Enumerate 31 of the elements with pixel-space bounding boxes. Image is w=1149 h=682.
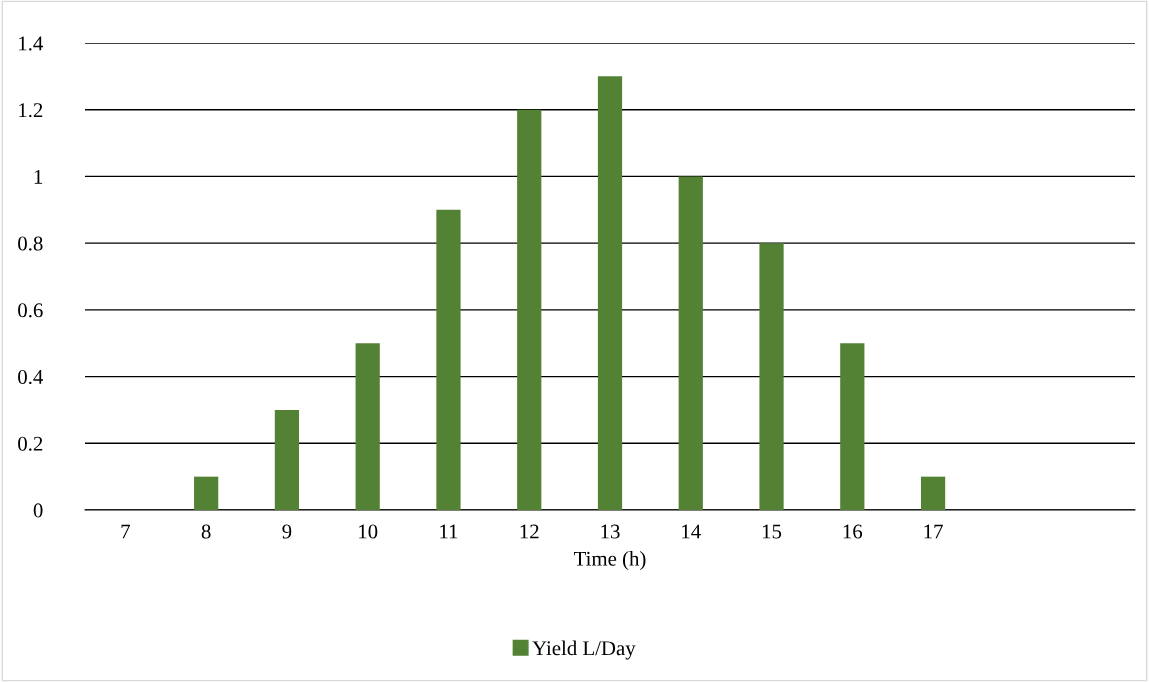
bar — [194, 476, 219, 510]
x-tick-label: 12 — [520, 524, 539, 539]
x-axis-title: Time (h) — [574, 551, 646, 571]
y-tick-label: 0 — [33, 503, 43, 518]
y-tick-label: 0.2 — [18, 436, 43, 451]
x-tick-label: 16 — [843, 524, 863, 539]
bar — [840, 343, 865, 510]
bar — [355, 343, 380, 510]
x-tick-label: 17 — [924, 524, 943, 539]
y-tick-label: 0.4 — [18, 369, 44, 385]
bar — [678, 176, 703, 510]
bar — [759, 243, 784, 510]
y-tick-label: 0.8 — [18, 236, 43, 251]
y-tick-label: 1.4 — [19, 36, 44, 51]
y-tick-label: 1 — [34, 169, 43, 184]
legend-label: Yield L/Day — [532, 640, 636, 660]
x-tick-label: 14 — [682, 524, 701, 539]
x-tick-label: 15 — [762, 524, 782, 539]
y-tick-label: 0.6 — [18, 303, 43, 318]
bar — [597, 76, 623, 510]
bar — [517, 109, 542, 510]
bar — [274, 409, 300, 510]
y-tick-label: 1.2 — [19, 103, 43, 118]
bar — [920, 476, 946, 510]
bar — [436, 209, 461, 510]
x-tick-label: 11 — [440, 524, 458, 539]
x-tick-label: 9 — [282, 524, 292, 539]
x-tick-label: 10 — [359, 524, 378, 539]
x-tick-label: 13 — [601, 524, 620, 539]
x-tick-label: 8 — [201, 524, 211, 539]
x-tick-label: 7 — [121, 524, 130, 539]
